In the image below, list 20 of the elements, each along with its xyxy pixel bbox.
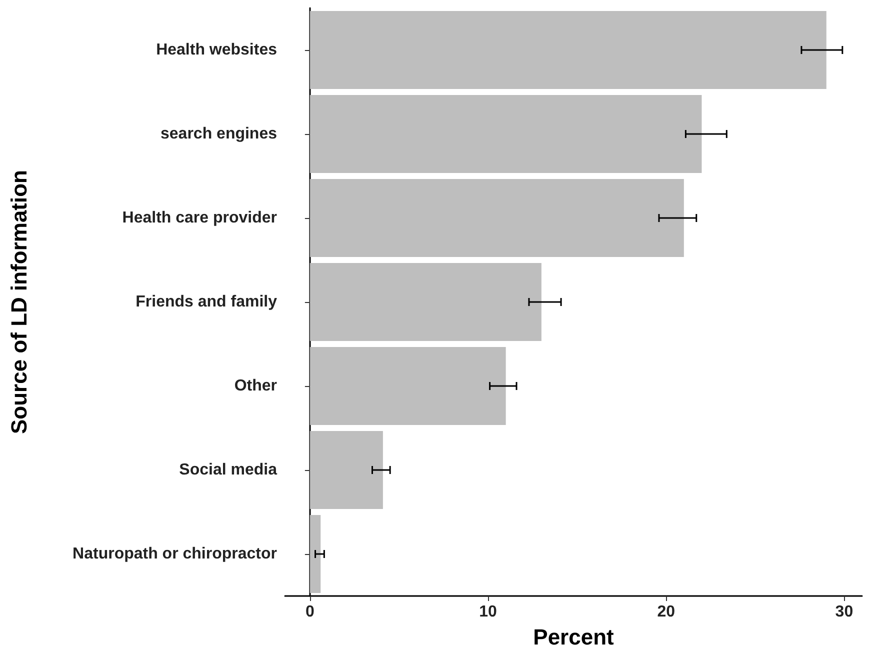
x-tick-label: 10 <box>479 604 498 620</box>
y-axis-title: Source of LD information <box>6 170 32 434</box>
bar <box>310 262 542 342</box>
bar <box>310 430 383 510</box>
bar <box>310 514 321 594</box>
y-tick-label: Friends and family <box>136 294 278 310</box>
y-tick-label: Health websites <box>156 42 278 58</box>
bar <box>310 10 826 90</box>
bar <box>310 178 684 258</box>
x-tick-label: 0 <box>305 604 314 620</box>
x-tick-label: 20 <box>657 604 676 620</box>
bar <box>310 346 506 426</box>
y-tick-label: Social media <box>179 462 278 478</box>
y-tick-label: Naturopath or chiropractor <box>72 546 277 562</box>
bar <box>310 94 702 174</box>
y-tick-label: Health care provider <box>122 210 277 226</box>
x-axis-title: Percent <box>533 624 615 650</box>
y-tick-label: search engines <box>160 126 278 142</box>
x-tick-label: 30 <box>835 604 854 620</box>
y-tick-label: Other <box>234 378 277 394</box>
